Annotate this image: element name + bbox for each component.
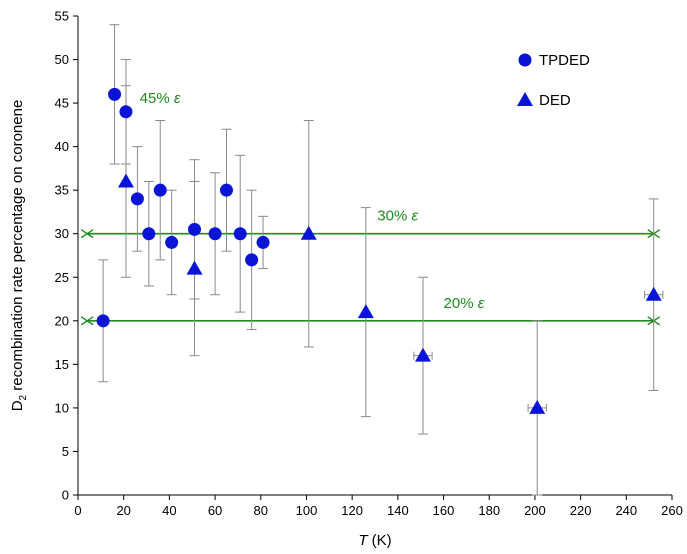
y-tick-label: 55 <box>55 9 69 24</box>
tpded-point <box>108 87 122 101</box>
x-tick-label: 160 <box>433 503 455 518</box>
x-tick-label: 260 <box>661 503 683 518</box>
ded-point <box>300 225 317 240</box>
error-bars <box>98 24 664 496</box>
x-tick-label: 220 <box>570 503 592 518</box>
reference-arrowhead <box>652 229 661 239</box>
y-axis-label: D2 recombination rate percentage on coro… <box>9 100 29 412</box>
y-axis-label-rest: recombination rate percentage on coronen… <box>9 100 26 395</box>
tpded-point <box>188 222 202 236</box>
y-tick-label: 15 <box>55 357 69 372</box>
tpded-point <box>130 192 144 206</box>
ded-point <box>414 347 431 362</box>
x-axis-label-variable: T <box>358 532 369 549</box>
reference-arrowhead <box>80 229 89 239</box>
reference-line-label: 30% ε <box>377 208 418 225</box>
ded-point <box>186 260 203 275</box>
y-tick-label: 5 <box>62 444 69 459</box>
x-tick-label: 40 <box>162 503 176 518</box>
x-tick-label: 80 <box>254 503 268 518</box>
legend-label: DED <box>539 92 571 109</box>
y-tick-label: 50 <box>55 52 69 67</box>
y-axis-label-subscript: 2 <box>18 394 29 400</box>
y-tick-label: 35 <box>55 183 69 198</box>
y-axis-label-prefix: D <box>9 400 26 411</box>
legend-marker-tpded <box>518 53 532 67</box>
tpded-point <box>256 235 270 249</box>
x-tick-label: 140 <box>387 503 409 518</box>
axis-labels: T (K) D2 recombination rate percentage o… <box>9 100 392 549</box>
reference-lines: 30% ε 20% ε 45% ε <box>80 90 661 326</box>
x-tick-label: 100 <box>296 503 318 518</box>
tpded-point <box>119 105 133 119</box>
ded-point <box>117 173 134 188</box>
data-markers <box>96 87 662 414</box>
x-tick-label: 200 <box>524 503 546 518</box>
y-tick-label: 25 <box>55 270 69 285</box>
y-tick-label: 20 <box>55 313 69 328</box>
reference-arrowhead <box>652 316 661 326</box>
y-tick-label: 30 <box>55 226 69 241</box>
y-tick-label: 10 <box>55 400 69 415</box>
legend: TPDED DED <box>517 52 590 109</box>
x-axis-label: T (K) <box>358 532 391 549</box>
ded-point <box>357 304 374 319</box>
tpded-point <box>208 227 222 241</box>
x-tick-label: 0 <box>74 503 81 518</box>
tpded-point <box>233 227 247 241</box>
legend-marker-ded <box>517 92 533 106</box>
x-tick-label: 240 <box>615 503 637 518</box>
x-tick-label: 120 <box>341 503 363 518</box>
tpded-point <box>153 183 167 197</box>
y-tick-label: 45 <box>55 96 69 111</box>
tpded-point <box>165 235 179 249</box>
annotation-label: 45% ε <box>140 90 181 107</box>
tpded-point <box>245 253 259 267</box>
legend-label: TPDED <box>539 52 590 69</box>
axes: 0 20 40 60 80 100 120 140 160 180 200 220 240 260 0 5 10… <box>55 9 683 519</box>
tpded-point <box>142 227 156 241</box>
reference-arrowhead <box>80 316 89 326</box>
tpded-point <box>220 183 233 197</box>
x-tick-label: 20 <box>116 503 130 518</box>
reference-line-label: 20% ε <box>444 295 485 312</box>
x-axis-label-unit: (K) <box>372 532 392 549</box>
tpded-point <box>96 314 110 328</box>
x-tick-label: 180 <box>478 503 500 518</box>
y-tick-label: 40 <box>55 139 69 154</box>
ded-point <box>529 399 546 414</box>
ded-point <box>645 286 662 301</box>
y-tick-label: 0 <box>62 488 69 503</box>
x-tick-label: 60 <box>208 503 222 518</box>
